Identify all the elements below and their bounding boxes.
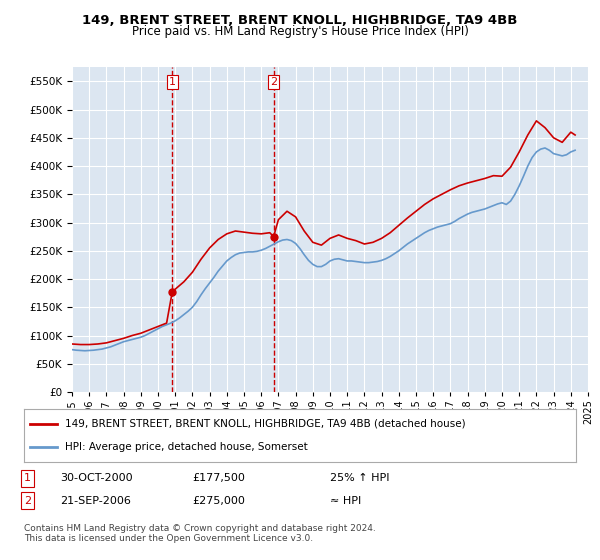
Text: 2: 2 [270,77,277,87]
Text: HPI: Average price, detached house, Somerset: HPI: Average price, detached house, Some… [65,442,308,452]
Text: ≈ HPI: ≈ HPI [330,496,361,506]
Text: Price paid vs. HM Land Registry's House Price Index (HPI): Price paid vs. HM Land Registry's House … [131,25,469,38]
Text: 1: 1 [24,473,31,483]
Text: Contains HM Land Registry data © Crown copyright and database right 2024.
This d: Contains HM Land Registry data © Crown c… [24,524,376,543]
Text: 149, BRENT STREET, BRENT KNOLL, HIGHBRIDGE, TA9 4BB: 149, BRENT STREET, BRENT KNOLL, HIGHBRID… [82,14,518,27]
Text: £275,000: £275,000 [192,496,245,506]
Text: 25% ↑ HPI: 25% ↑ HPI [330,473,389,483]
Text: 149, BRENT STREET, BRENT KNOLL, HIGHBRIDGE, TA9 4BB (detached house): 149, BRENT STREET, BRENT KNOLL, HIGHBRID… [65,419,466,429]
Text: 30-OCT-2000: 30-OCT-2000 [60,473,133,483]
Text: 21-SEP-2006: 21-SEP-2006 [60,496,131,506]
Text: 1: 1 [169,77,176,87]
Text: 2: 2 [24,496,31,506]
Text: £177,500: £177,500 [192,473,245,483]
